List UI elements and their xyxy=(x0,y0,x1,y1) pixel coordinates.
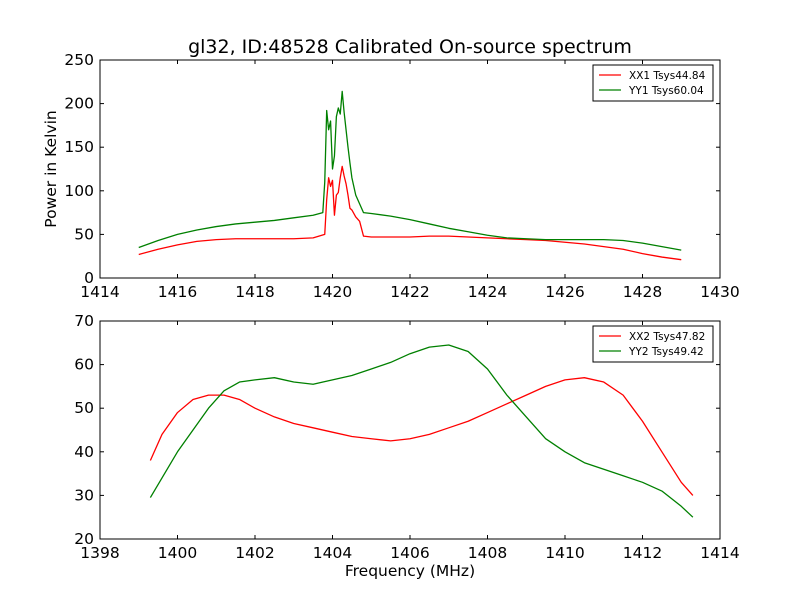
series-line-2-2 xyxy=(149,344,694,518)
x-tick-label: 1398 xyxy=(80,544,119,562)
x-tick-label: 1404 xyxy=(313,544,352,562)
x-tick-label: 1424 xyxy=(468,283,507,301)
y-tick-label: 0 xyxy=(84,269,94,287)
y-tick-label: 30 xyxy=(74,486,94,504)
legend-label: XX2 Tsys47.82 xyxy=(629,331,705,343)
series-line-2-1 xyxy=(149,377,694,496)
y-tick-label: 20 xyxy=(74,530,94,548)
x-tick-label: 1406 xyxy=(390,544,429,562)
x-tick-label: 1430 xyxy=(700,283,739,301)
y-tick-label: 50 xyxy=(74,225,94,243)
legend: XX1 Tsys44.84 YY1 Tsys60.04 xyxy=(592,64,714,102)
legend-box xyxy=(592,325,714,363)
chart-panel-1: 1414 1416 1418 1420 1422 1424 1426 1428 1430 0 50 1… xyxy=(42,51,740,301)
x-tick-label: 1412 xyxy=(623,544,662,562)
legend-label: YY2 Tsys49.42 xyxy=(628,346,704,358)
x-tick-label: 1428 xyxy=(623,283,662,301)
y-tick-label: 100 xyxy=(64,182,94,200)
x-tick-label: 1418 xyxy=(235,283,274,301)
x-tick-label: 1410 xyxy=(545,544,584,562)
y-tick-label: 200 xyxy=(64,95,94,113)
legend: XX2 Tsys47.82 YY2 Tsys49.42 xyxy=(592,325,714,363)
y-tick-label: 50 xyxy=(74,399,94,417)
x-tick-label: 1400 xyxy=(158,544,197,562)
x-axis-label: Frequency (MHz) xyxy=(345,562,475,580)
y-axis-label: Power in Kelvin xyxy=(42,110,60,227)
x-tick-label: 1414 xyxy=(700,544,739,562)
x-tick-label: 1426 xyxy=(545,283,584,301)
x-tick-label: 1420 xyxy=(313,283,352,301)
x-tick-label: 1408 xyxy=(468,544,507,562)
legend-label: YY1 Tsys60.04 xyxy=(628,85,704,97)
chart-title: gl32, ID:48528 Calibrated On-source spec… xyxy=(188,36,632,58)
chart-panel-2: 1398 1400 1402 1404 1406 1408 1410 1412 1414 20 30… xyxy=(74,312,739,580)
series-line-1-1 xyxy=(138,165,682,261)
x-tick-label: 1414 xyxy=(80,283,119,301)
legend-label: XX1 Tsys44.84 xyxy=(629,70,706,82)
x-tick-label: 1402 xyxy=(235,544,274,562)
legend-box xyxy=(592,64,714,102)
x-tick-label: 1416 xyxy=(158,283,197,301)
y-tick-label: 150 xyxy=(64,138,94,156)
y-tick-label: 40 xyxy=(74,443,94,461)
x-tick-label: 1422 xyxy=(390,283,429,301)
series-line-1-2 xyxy=(138,90,682,251)
chart-panels: 1414 1416 1418 1420 1422 1424 1426 1428 14300501… xyxy=(42,51,740,580)
y-tick-label: 60 xyxy=(74,356,94,374)
y-tick-label: 250 xyxy=(64,51,94,69)
y-tick-label: 70 xyxy=(74,312,94,330)
